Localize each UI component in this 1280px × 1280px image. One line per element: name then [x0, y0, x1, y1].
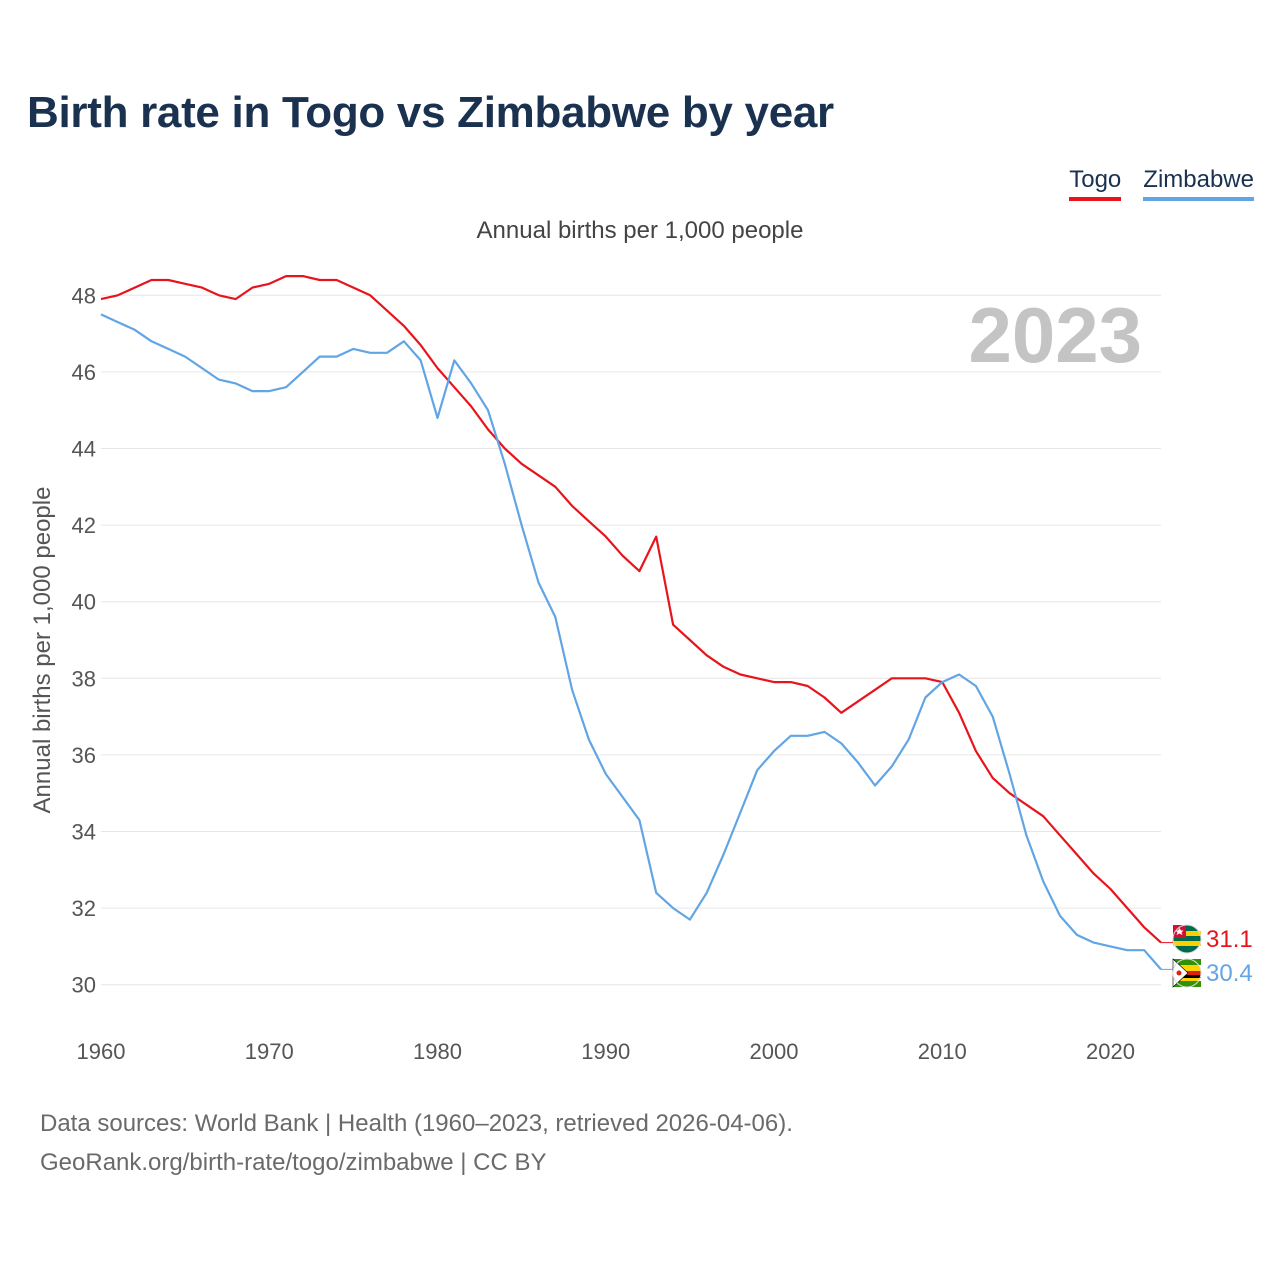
y-tick-label: 34	[72, 820, 96, 845]
flag-stripe	[1173, 941, 1201, 946]
x-tick-label: 1960	[77, 1039, 126, 1064]
y-tick-label: 32	[72, 896, 96, 921]
end-connector	[1161, 939, 1174, 944]
data-source: Data sources: World Bank | Health (1960–…	[40, 1104, 793, 1182]
end-value-label-togo: 31.1	[1206, 926, 1253, 953]
x-tick-label: 2020	[1086, 1039, 1135, 1064]
flag-stripe	[1173, 975, 1201, 978]
flag-star	[1175, 928, 1184, 935]
y-tick-label: 40	[72, 590, 96, 615]
chart-subtitle: Annual births per 1,000 people	[476, 217, 804, 244]
legend-item-zimbabwe[interactable]: Zimbabwe	[1143, 166, 1254, 201]
series-line-togo	[100, 275, 1162, 944]
y-tick-label: 46	[72, 360, 96, 385]
flag-stripe	[1173, 981, 1201, 987]
flag-stripe	[1173, 959, 1201, 965]
year-overlay: 2023	[968, 291, 1142, 379]
y-tick-label: 44	[72, 437, 96, 462]
flag-stripe	[1173, 931, 1201, 936]
y-tick-label: 30	[72, 973, 96, 998]
source-line-2: GeoRank.org/birth-rate/togo/zimbabwe | C…	[40, 1149, 547, 1176]
flag-star	[1176, 970, 1182, 976]
x-tick-label: 1990	[581, 1039, 630, 1064]
series-line-zimbabwe	[100, 313, 1162, 971]
x-tick-label: 2000	[750, 1039, 799, 1064]
end-value-label-zimbabwe: 30.4	[1206, 960, 1253, 987]
y-tick-label: 38	[72, 666, 96, 691]
x-tick-label: 1980	[413, 1039, 462, 1064]
chart-title: Birth rate in Togo vs Zimbabwe by year	[27, 88, 834, 137]
end-connector	[1161, 968, 1174, 973]
legend-item-togo[interactable]: Togo	[1069, 166, 1122, 201]
y-axis-label: Annual births per 1,000 people	[29, 487, 56, 814]
source-line-1: Data sources: World Bank | Health (1960–…	[40, 1110, 793, 1137]
y-tick-label: 42	[72, 513, 96, 538]
y-tick-label: 36	[72, 743, 96, 768]
legend: Togo Zimbabwe	[1069, 166, 1254, 201]
flag-ring	[1172, 924, 1202, 954]
x-tick-label: 1970	[245, 1039, 294, 1064]
flag-ring	[1172, 958, 1202, 988]
x-tick-label: 2010	[918, 1039, 967, 1064]
y-tick-label: 48	[72, 283, 96, 308]
